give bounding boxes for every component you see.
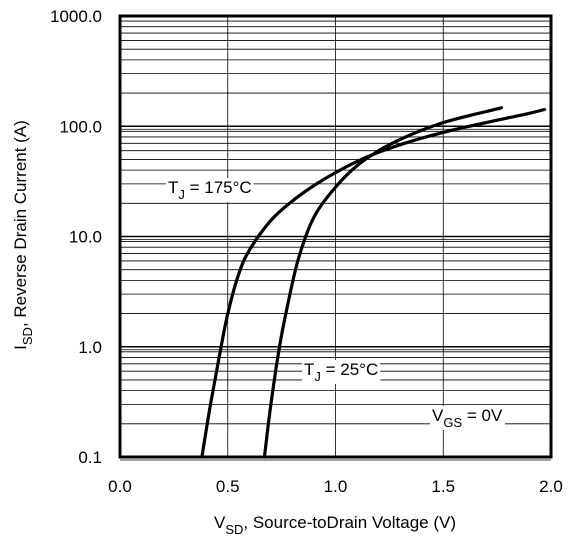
x-tick-label: 1.5: [431, 477, 455, 496]
plot-frame: [118, 14, 553, 459]
x-tick-label: 1.0: [324, 477, 348, 496]
series-layer: [200, 106, 547, 459]
x-tick-label: 2.0: [539, 477, 563, 496]
annotation-25c: TJ = 25°C: [304, 360, 378, 384]
series-line-tj-175c: [200, 107, 547, 459]
annotation-background: [166, 178, 254, 202]
x-tick-labels: 0.0 0.5 1.0 1.5 2.0: [108, 477, 563, 496]
y-tick-label: 100.0: [59, 117, 102, 136]
x-tick-label: 0.5: [216, 477, 240, 496]
y-tick-labels: 0.1 1.0 10.0 100.0 1000.0: [50, 7, 102, 467]
annotation-background: [430, 406, 505, 430]
series-line-tj-25c: [262, 106, 503, 459]
annotation-vgs: VGS = 0V: [432, 406, 503, 430]
annotation-background: [302, 360, 381, 384]
y-tick-label: 0.1: [78, 448, 102, 467]
annotation-175c: TJ = 175°C: [168, 178, 252, 202]
y-tick-label: 1000.0: [50, 7, 102, 26]
x-axis-label: VSD, Source-toDrain Voltage (V): [214, 513, 456, 537]
y-tick-label: 10.0: [69, 228, 102, 247]
x-tick-label: 0.0: [108, 477, 132, 496]
y-tick-label: 1.0: [78, 338, 102, 357]
y-axis-label: ISD, Reverse Drain Current (A): [11, 120, 35, 350]
